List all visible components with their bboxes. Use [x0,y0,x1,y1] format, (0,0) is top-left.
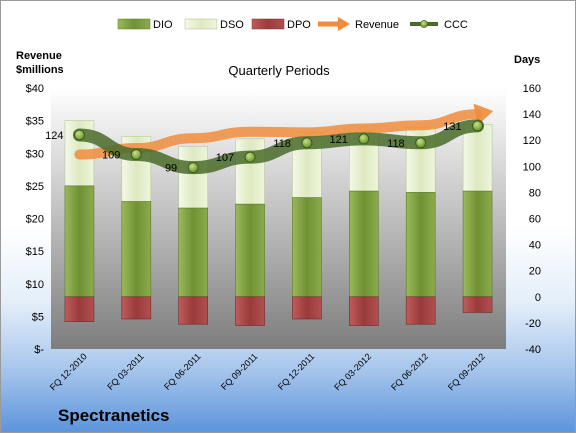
right-tick-label: -20 [525,318,541,330]
x-tick-label: FQ 06-2011 [162,351,203,392]
ccc-point [187,162,199,174]
legend-swatch-ccc [410,20,438,28]
legend-label-revenue: Revenue [355,19,399,31]
ccc-point [472,120,484,132]
dio-bar [292,197,322,298]
left-axis-ticks: $- $5 $10 $15 $20 $25 $30 $35 $40 [26,83,45,356]
bars-layer [64,120,493,326]
x-axis-labels: FQ 12-2010 FQ 03-2011 FQ 06-2011 FQ 09-2011… [48,351,487,392]
left-tick-label: $20 [26,214,44,226]
left-axis-label-line2: $millions [16,64,64,76]
right-tick-label: 100 [523,161,541,173]
legend-swatch-dso [184,18,218,30]
dso-bar [235,138,265,205]
ccc-point [301,137,313,149]
right-tick-label: -40 [525,344,541,356]
right-tick-label: 60 [529,214,541,226]
ccc-point [244,151,256,163]
right-tick-label: 80 [529,187,541,199]
ccc-point [130,149,142,161]
ccc-data-label: 109 [102,150,120,162]
right-axis-label: Days [514,54,540,66]
x-tick-label: FQ 09-2011 [219,351,260,392]
legend-label-dso: DSO [220,19,244,31]
left-tick-label: $25 [26,181,44,193]
legend-label-ccc: CCC [444,19,468,31]
dio-bar [64,185,95,298]
dpo-bar [349,296,379,326]
ccc-data-label: 99 [165,163,177,175]
dio-bar [178,207,208,298]
ccc-point [358,133,370,145]
x-tick-label: FQ 06-2012 [389,351,430,392]
x-tick-label: FQ 09-2012 [446,351,487,392]
legend-label-dpo: DPO [287,19,311,31]
dio-bar [405,192,436,298]
ccc-data-label: 124 [45,130,63,142]
dio-bar [121,201,152,298]
dso-bar [462,124,493,192]
right-axis-ticks: -40 -20 0 20 40 60 80 100 120 140 160 [523,83,541,356]
legend-swatch-dio [117,18,151,30]
right-tick-label: 120 [523,135,541,147]
right-tick-label: 40 [529,240,541,252]
x-tick-label: FQ 03-2012 [332,351,373,392]
left-tick-label: $40 [26,83,44,95]
dpo-bar [405,296,436,325]
right-tick-label: 0 [535,292,541,304]
ccc-data-label: 121 [329,134,347,146]
legend-swatch-revenue [318,17,350,31]
left-tick-label: $5 [32,311,44,323]
ccc-data-label: 118 [387,138,405,150]
x-tick-label: FQ 12-2010 [48,351,89,392]
x-tick-label: FQ 12-2011 [276,351,317,392]
dpo-bar [462,296,493,313]
legend-label-dio: DIO [153,19,173,31]
dpo-bar [292,296,322,320]
dio-bar [462,190,493,298]
right-tick-label: 160 [523,83,541,95]
legend: DIO DSO DPO Revenue CCC [117,17,468,31]
company-name: Spectranetics [58,406,170,425]
ccc-data-label: 131 [443,121,461,133]
dpo-bar [121,296,152,320]
revenue-line [74,109,483,160]
ccc-layer: 124 109 99 107 118 121 118 131 [45,119,485,175]
dio-bar [235,203,265,298]
x-tick-label: FQ 03-2011 [105,351,146,392]
left-tick-label: $35 [26,116,44,128]
left-tick-label: $- [34,344,44,356]
ccc-point [415,137,427,149]
legend-swatch-dpo [251,18,285,30]
chart-subtitle: Quarterly Periods [228,63,330,78]
right-tick-label: 140 [523,109,541,121]
left-tick-label: $10 [26,279,44,291]
dpo-bar [235,296,265,326]
ccc-data-label: 118 [273,138,291,150]
ccc-point [73,129,85,141]
dpo-bar [64,296,95,322]
left-tick-label: $30 [26,148,44,160]
dso-bar [178,146,208,209]
right-tick-label: 20 [529,266,541,278]
left-axis-label-line1: Revenue [16,50,62,62]
left-tick-label: $15 [26,246,44,258]
ccc-data-label: 107 [216,152,234,164]
dpo-bar [178,296,208,325]
dio-bar [349,190,379,298]
